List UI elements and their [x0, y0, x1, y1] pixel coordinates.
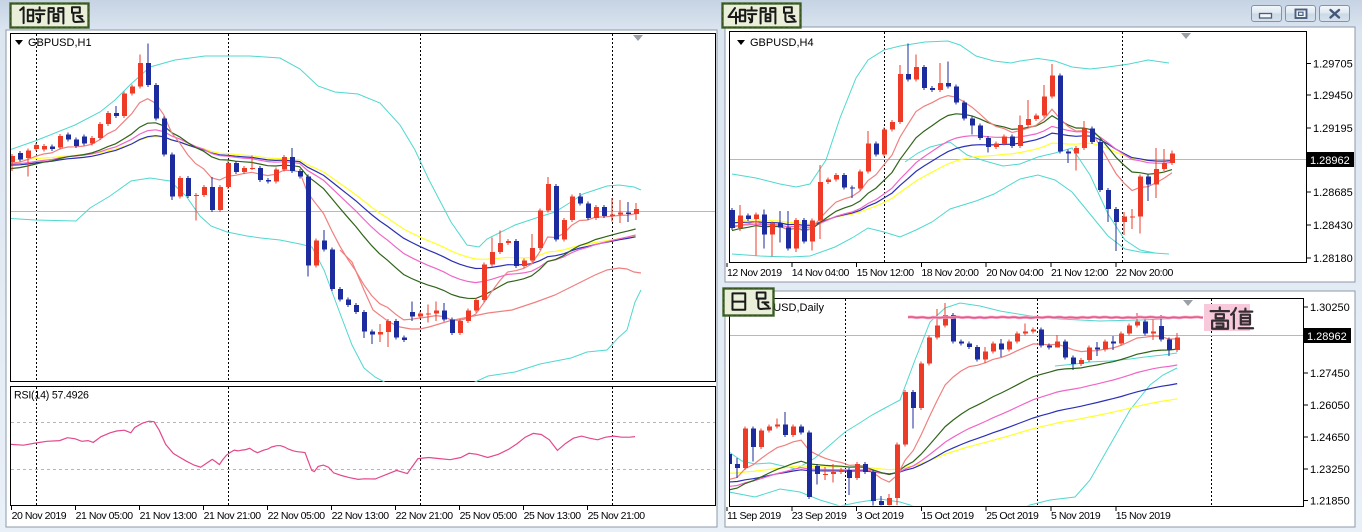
svg-text:25 Nov 05:00: 25 Nov 05:00	[460, 510, 518, 522]
svg-text:21 Nov 05:00: 21 Nov 05:00	[76, 510, 134, 522]
svg-text:1.28962: 1.28962	[1307, 331, 1347, 343]
svg-text:23 Sep 2019: 23 Sep 2019	[792, 510, 847, 522]
svg-text:1.28962: 1.28962	[1310, 155, 1350, 167]
svg-text:5 Nov 2019: 5 Nov 2019	[1051, 510, 1101, 522]
svg-text:1.23250: 1.23250	[1310, 464, 1350, 476]
svg-text:15 Oct 2019: 15 Oct 2019	[921, 510, 974, 522]
svg-text:25 Nov 13:00: 25 Nov 13:00	[524, 510, 582, 522]
svg-text:18 Nov 20:00: 18 Nov 20:00	[921, 267, 979, 279]
svg-text:15 Nov 12:00: 15 Nov 12:00	[857, 267, 915, 279]
svg-text:22 Nov 21:00: 22 Nov 21:00	[396, 510, 454, 522]
svg-text:22 Nov 13:00: 22 Nov 13:00	[332, 510, 390, 522]
svg-text:GBPUSD,H4: GBPUSD,H4	[750, 37, 814, 49]
svg-text:RSI(14) 57.4926: RSI(14) 57.4926	[14, 390, 89, 402]
svg-text:1.27450: 1.27450	[1310, 368, 1350, 380]
svg-text:22 Nov 20:00: 22 Nov 20:00	[1116, 267, 1174, 279]
svg-text:1.28180: 1.28180	[1313, 253, 1353, 265]
svg-text:20 Nov 2019: 20 Nov 2019	[12, 510, 67, 522]
svg-text:21 Nov 13:00: 21 Nov 13:00	[140, 510, 198, 522]
svg-text:1.24650: 1.24650	[1310, 432, 1350, 444]
svg-text:14 Nov 04:00: 14 Nov 04:00	[792, 267, 850, 279]
svg-text:15 Nov 2019: 15 Nov 2019	[1116, 510, 1171, 522]
svg-text:21 Nov 21:00: 21 Nov 21:00	[204, 510, 262, 522]
svg-text:22 Nov 05:00: 22 Nov 05:00	[268, 510, 326, 522]
svg-text:1.29450: 1.29450	[1313, 90, 1353, 102]
svg-text:3 Oct 2019: 3 Oct 2019	[857, 510, 904, 522]
svg-text:GBPUSD,H1: GBPUSD,H1	[28, 37, 92, 49]
svg-text:1.28430: 1.28430	[1313, 220, 1353, 232]
svg-text:20 Nov 04:00: 20 Nov 04:00	[986, 267, 1044, 279]
svg-text:21 Nov 12:00: 21 Nov 12:00	[1051, 267, 1109, 279]
svg-text:1.26050: 1.26050	[1310, 400, 1350, 412]
svg-text:1.28685: 1.28685	[1313, 187, 1353, 199]
svg-text:1.29195: 1.29195	[1313, 123, 1353, 135]
svg-text:1.30250: 1.30250	[1310, 302, 1350, 314]
svg-text:25 Nov 21:00: 25 Nov 21:00	[588, 510, 646, 522]
svg-text:12 Nov 2019: 12 Nov 2019	[727, 267, 782, 279]
svg-text:11 Sep 2019: 11 Sep 2019	[727, 510, 781, 522]
svg-text:25 Oct 2019: 25 Oct 2019	[986, 510, 1039, 522]
svg-text:1.21850: 1.21850	[1310, 496, 1350, 508]
svg-text:1.29705: 1.29705	[1313, 58, 1353, 70]
